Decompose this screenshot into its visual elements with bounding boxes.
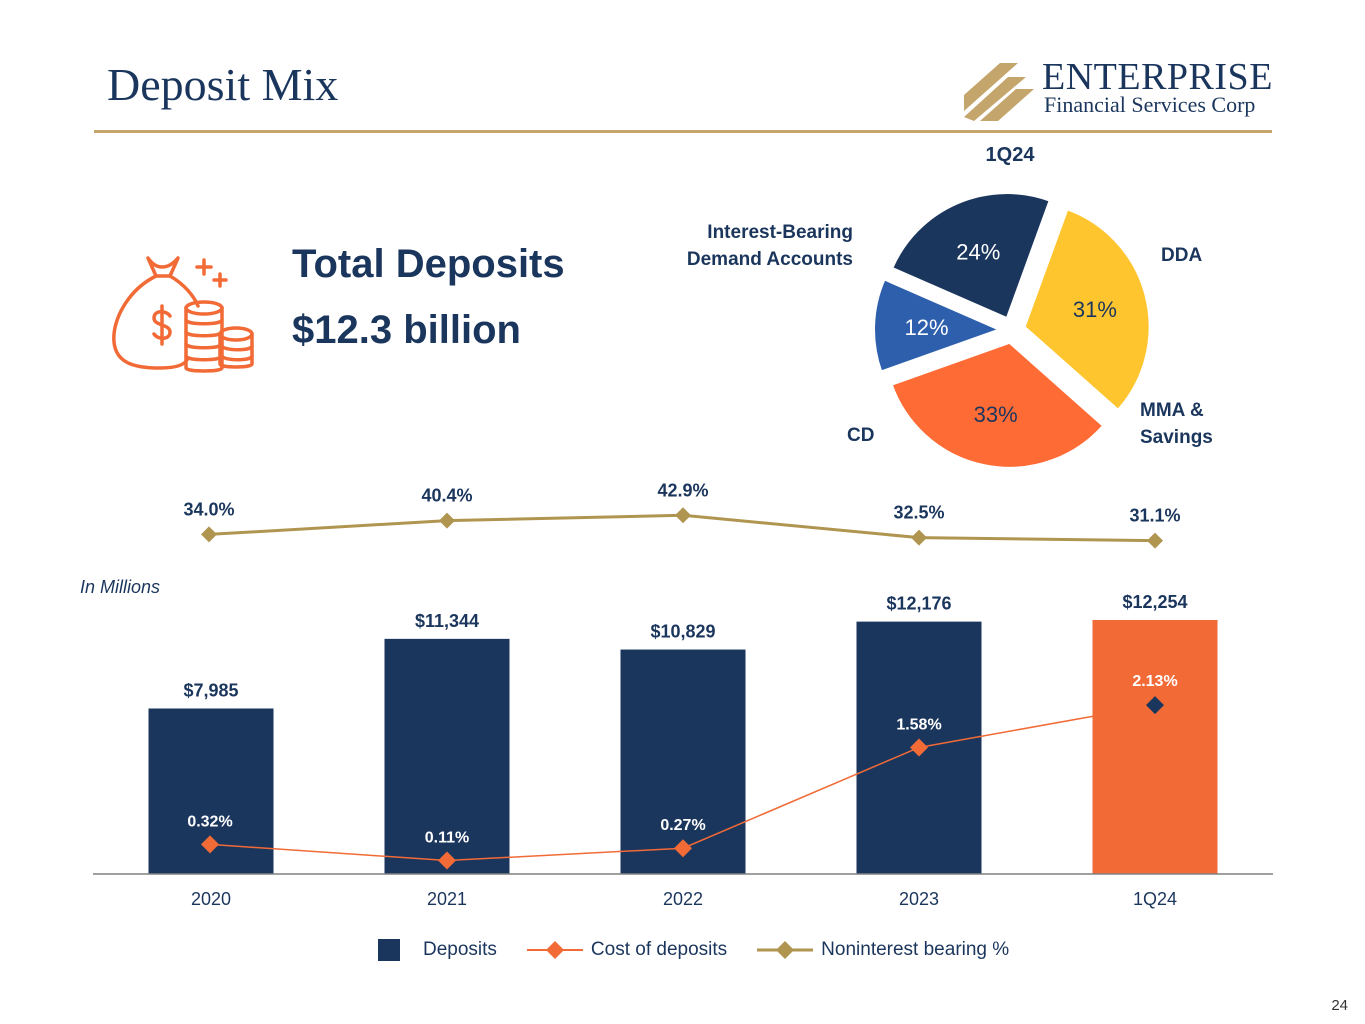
money-bag-coins-icon — [112, 256, 254, 373]
noninterest-point-2023 — [911, 529, 927, 546]
noninterest-label-2020: 34.0% — [183, 499, 234, 519]
noninterest-point-2021 — [439, 512, 455, 529]
bar-deposits-1Q24 — [1092, 620, 1218, 874]
page-title: Deposit Mix — [107, 59, 339, 110]
bar-value-label-2023: $12,176 — [886, 594, 951, 614]
pie-label-interest-bearing: Interest-Bearing Demand Accounts — [653, 219, 853, 273]
pie-label-mma-savings: MMA & Savings — [1140, 397, 1213, 451]
legend-item-cost: Cost of deposits — [526, 939, 728, 961]
total-deposits-title: Total Deposits — [292, 242, 565, 286]
logo-name: ENTERPRISE — [1042, 56, 1273, 98]
x-tick-label-1Q24: 1Q24 — [1133, 889, 1177, 909]
pie-label-mma-line2: Savings — [1140, 427, 1213, 448]
x-tick-label-2022: 2022 — [663, 889, 703, 909]
x-tick-label-2023: 2023 — [899, 889, 939, 909]
noninterest-label-2022: 42.9% — [657, 480, 708, 500]
logo-mark-icon — [964, 63, 1034, 121]
legend-item-noninterest: Noninterest bearing % — [757, 939, 1009, 961]
pie-label-ib-line1: Interest-Bearing — [707, 222, 853, 243]
bar-deposits-2021 — [384, 638, 510, 874]
legend-diamond-gold-icon — [757, 941, 814, 959]
bar-value-label-2020: $7,985 — [183, 680, 238, 700]
bar-deposits-2022 — [620, 649, 746, 874]
company-logo: ENTERPRISE Financial Services Corp — [960, 55, 1275, 125]
title-divider — [94, 130, 1272, 133]
pie-label-dda-text: DDA — [1161, 245, 1203, 266]
pie-label-mma-line1: MMA & — [1140, 400, 1204, 421]
pie-label-ib-line2: Demand Accounts — [686, 249, 853, 270]
noninterest-point-2022 — [675, 507, 691, 524]
legend-item-deposits: Deposits — [378, 939, 497, 961]
units-note: In Millions — [80, 577, 160, 597]
noninterest-point-1Q24 — [1147, 532, 1163, 549]
noninterest-label-2021: 40.4% — [421, 486, 472, 506]
pie-label-cd: CD — [847, 422, 874, 449]
pie-label-dda: DDA — [1161, 242, 1202, 269]
legend-diamond-orange-icon — [526, 941, 583, 959]
page-number: 24 — [1331, 997, 1348, 1014]
chart-legend: Deposits Cost of deposits Noninterest be… — [378, 936, 1039, 964]
bar-value-label-2022: $10,829 — [650, 622, 715, 642]
cost-point-2023 — [910, 738, 928, 757]
cost-label-2023: 1.58% — [896, 716, 941, 733]
legend-label-cost: Cost of deposits — [590, 939, 728, 960]
x-tick-label-2021: 2021 — [427, 889, 467, 909]
noninterest-point-2020 — [201, 526, 217, 543]
pie-chart-title: 1Q24 — [985, 144, 1035, 166]
cost-label-1Q24: 2.13% — [1132, 673, 1177, 690]
cost-point-2022 — [674, 839, 692, 858]
pie-label-cd-text: CD — [847, 425, 875, 446]
x-tick-label-2020: 2020 — [191, 889, 231, 909]
bar-value-label-1Q24: $12,254 — [1122, 592, 1187, 612]
legend-square-icon — [378, 939, 400, 961]
cost-label-2020: 0.32% — [187, 813, 232, 830]
noninterest-label-1Q24: 31.1% — [1129, 506, 1180, 526]
cost-point-2021 — [438, 851, 456, 870]
legend-label-noninterest: Noninterest bearing % — [821, 939, 1010, 960]
total-deposits-value: $12.3 billion — [292, 308, 521, 352]
cost-label-2022: 0.27% — [660, 817, 705, 834]
logo-subtitle: Financial Services Corp — [1044, 92, 1256, 117]
cost-point-2020 — [201, 835, 219, 854]
bar-value-label-2021: $11,344 — [415, 611, 479, 631]
noninterest-label-2023: 32.5% — [893, 503, 944, 523]
legend-label-deposits: Deposits — [423, 939, 497, 960]
cost-point-1Q24 — [1146, 696, 1164, 715]
cost-label-2021: 0.11% — [425, 830, 469, 847]
